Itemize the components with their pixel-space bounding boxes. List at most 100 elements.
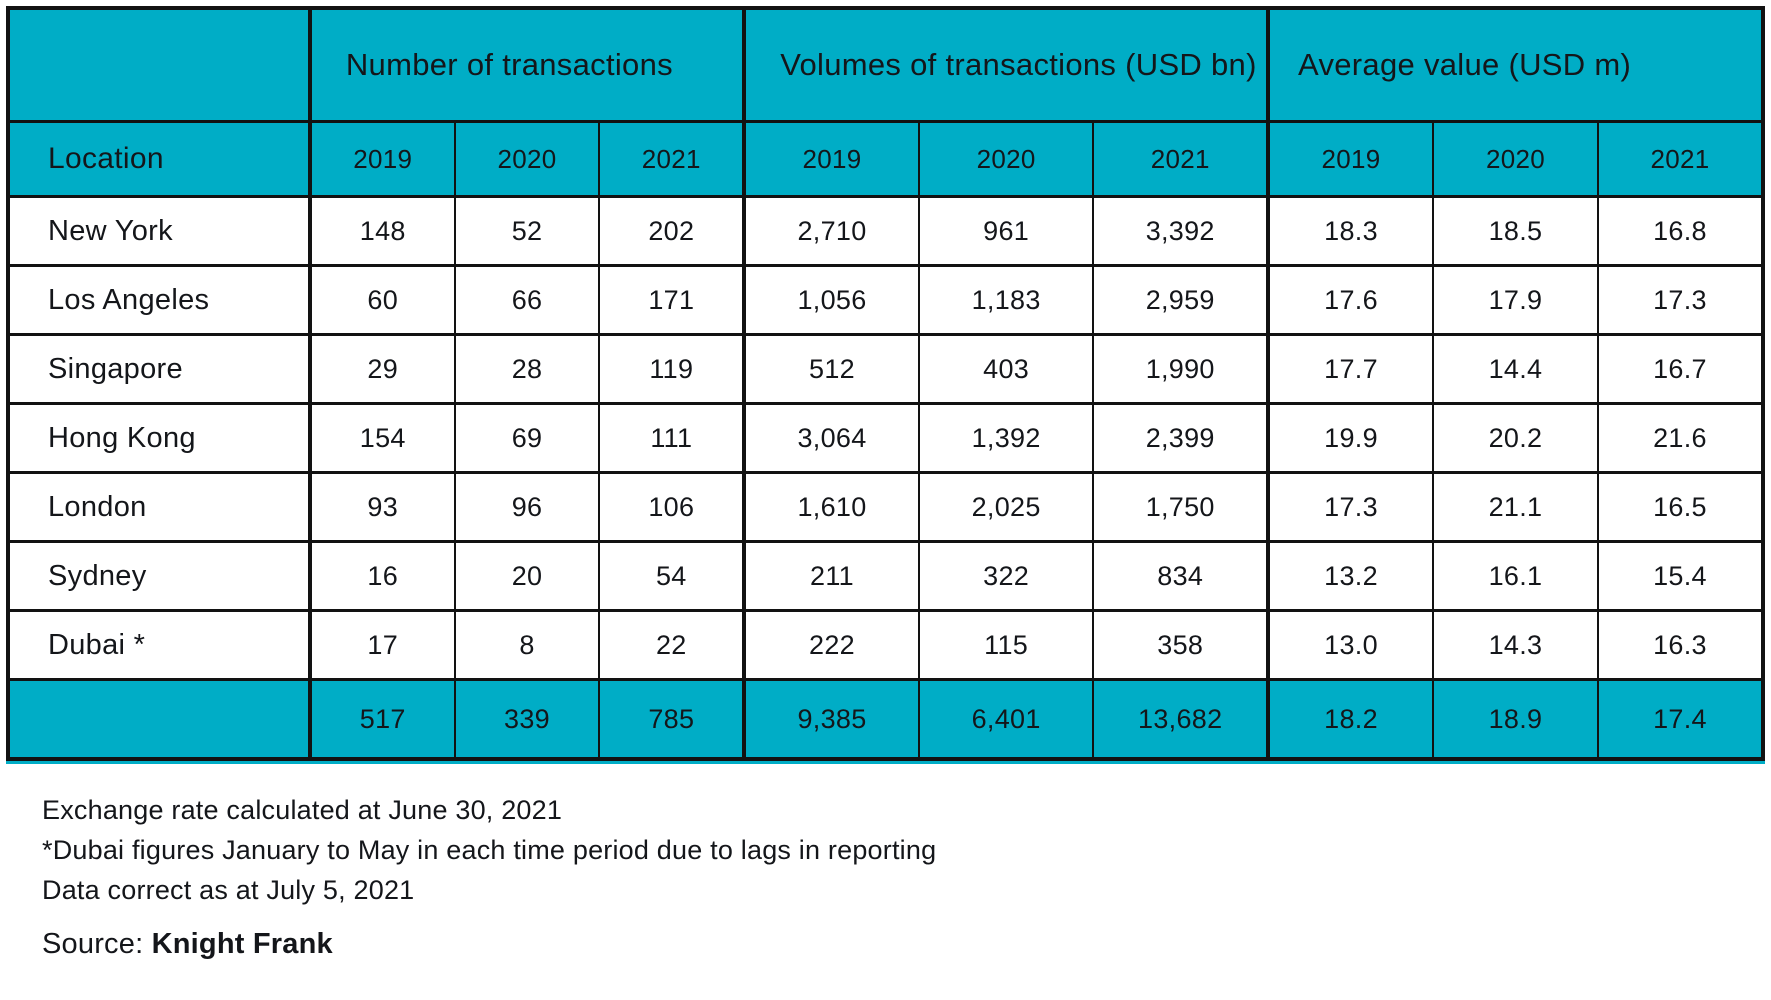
- totals-cell: 339: [453, 678, 600, 761]
- value-cell: 22: [598, 609, 745, 681]
- location-cell: Dubai *: [8, 609, 310, 681]
- footnote-line: Data correct as at July 5, 2021: [42, 875, 415, 905]
- value-cell: 28: [453, 333, 600, 405]
- location-cell: London: [8, 471, 310, 543]
- group-header-row: Number of transactions Volumes of transa…: [8, 6, 1763, 123]
- value-cell: 106: [598, 471, 745, 543]
- value-cell: 8: [453, 609, 600, 681]
- value-cell: 961: [917, 195, 1094, 267]
- year-header: 2020: [1432, 120, 1598, 198]
- value-cell: 13.2: [1266, 540, 1433, 612]
- totals-cell: 9,385: [742, 678, 919, 761]
- source-label: Source:: [42, 928, 144, 960]
- value-cell: 17.7: [1266, 333, 1433, 405]
- source-line: Source: Knight Frank: [42, 928, 333, 961]
- value-cell: 171: [598, 264, 745, 336]
- value-cell: 60: [307, 264, 455, 336]
- location-cell: Hong Kong: [8, 402, 310, 474]
- source-name: Knight Frank: [151, 928, 333, 960]
- value-cell: 16.7: [1596, 333, 1763, 405]
- table-row: London 93 96 106 1,610 2,025 1,750 17.3 21.1 16.5: [8, 471, 1763, 543]
- value-cell: 3,392: [1092, 195, 1269, 267]
- group-header-average: Average value (USD m): [1266, 6, 1763, 123]
- year-header-row: Location 2019 2020 2021 2019 2020 2021 2…: [8, 120, 1763, 198]
- value-cell: 358: [1092, 609, 1269, 681]
- value-cell: 16.8: [1596, 195, 1763, 267]
- value-cell: 17.3: [1266, 471, 1433, 543]
- table-row: Dubai * 17 8 22 222 115 358 13.0 14.3 16.3: [8, 609, 1763, 681]
- value-cell: 17.6: [1266, 264, 1433, 336]
- value-cell: 18.3: [1266, 195, 1433, 267]
- value-cell: 13.0: [1266, 609, 1433, 681]
- group-header-volume: Volumes of transactions (USD bn): [742, 6, 1269, 123]
- year-header: 2020: [453, 120, 600, 198]
- value-cell: 54: [598, 540, 745, 612]
- value-cell: 20.2: [1432, 402, 1598, 474]
- value-cell: 148: [307, 195, 455, 267]
- value-cell: 16.1: [1432, 540, 1598, 612]
- value-cell: 1,056: [742, 264, 919, 336]
- value-cell: 16.5: [1596, 471, 1763, 543]
- value-cell: 29: [307, 333, 455, 405]
- value-cell: 16: [307, 540, 455, 612]
- footnote-line: *Dubai figures January to May in each ti…: [42, 835, 937, 865]
- value-cell: 202: [598, 195, 745, 267]
- value-cell: 322: [917, 540, 1094, 612]
- value-cell: 20: [453, 540, 600, 612]
- value-cell: 16.3: [1596, 609, 1763, 681]
- value-cell: 1,392: [917, 402, 1094, 474]
- value-cell: 1,990: [1092, 333, 1269, 405]
- location-cell: New York: [8, 195, 310, 267]
- value-cell: 1,750: [1092, 471, 1269, 543]
- value-cell: 1,183: [917, 264, 1094, 336]
- totals-row: 517 339 785 9,385 6,401 13,682 18.2 18.9…: [8, 678, 1763, 761]
- year-header: 2019: [307, 120, 455, 198]
- totals-cell: 6,401: [917, 678, 1094, 761]
- location-cell: Los Angeles: [8, 264, 310, 336]
- value-cell: 52: [453, 195, 600, 267]
- transactions-table: Number of transactions Volumes of transa…: [6, 6, 1765, 761]
- value-cell: 19.9: [1266, 402, 1433, 474]
- value-cell: 14.3: [1432, 609, 1598, 681]
- value-cell: 18.5: [1432, 195, 1598, 267]
- value-cell: 119: [598, 333, 745, 405]
- value-cell: 21.6: [1596, 402, 1763, 474]
- value-cell: 14.4: [1432, 333, 1598, 405]
- totals-cell: 785: [598, 678, 745, 761]
- value-cell: 2,710: [742, 195, 919, 267]
- year-header: 2019: [742, 120, 919, 198]
- value-cell: 2,959: [1092, 264, 1269, 336]
- value-cell: 69: [453, 402, 600, 474]
- table-row: Los Angeles 60 66 171 1,056 1,183 2,959 17.6 17.…: [8, 264, 1763, 336]
- table-row: New York 148 52 202 2,710 961 3,392 18.3 18.5 16.…: [8, 195, 1763, 267]
- year-header: 2021: [598, 120, 745, 198]
- totals-cell: 17.4: [1596, 678, 1763, 761]
- location-cell: Singapore: [8, 333, 310, 405]
- year-header: 2021: [1596, 120, 1763, 198]
- totals-cell: 18.9: [1432, 678, 1598, 761]
- group-header-number: Number of transactions: [307, 6, 745, 123]
- table-body: New York 148 52 202 2,710 961 3,392 18.3 18.5 16.…: [8, 195, 1763, 681]
- value-cell: 15.4: [1596, 540, 1763, 612]
- value-cell: 17.3: [1596, 264, 1763, 336]
- value-cell: 66: [453, 264, 600, 336]
- value-cell: 222: [742, 609, 919, 681]
- totals-cell: 18.2: [1266, 678, 1433, 761]
- value-cell: 211: [742, 540, 919, 612]
- value-cell: 512: [742, 333, 919, 405]
- totals-cell: 13,682: [1092, 678, 1269, 761]
- footnote-line: Exchange rate calculated at June 30, 202…: [42, 795, 563, 825]
- table-row: Hong Kong 154 69 111 3,064 1,392 2,399 19.9 20.2…: [8, 402, 1763, 474]
- location-header: Location: [8, 120, 310, 198]
- value-cell: 17.9: [1432, 264, 1598, 336]
- year-header: 2020: [917, 120, 1094, 198]
- value-cell: 17: [307, 609, 455, 681]
- location-cell: Sydney: [8, 540, 310, 612]
- value-cell: 96: [453, 471, 600, 543]
- value-cell: 115: [917, 609, 1094, 681]
- value-cell: 93: [307, 471, 455, 543]
- corner-cell: [8, 6, 310, 123]
- value-cell: 2,025: [917, 471, 1094, 543]
- year-header: 2021: [1092, 120, 1269, 198]
- value-cell: 834: [1092, 540, 1269, 612]
